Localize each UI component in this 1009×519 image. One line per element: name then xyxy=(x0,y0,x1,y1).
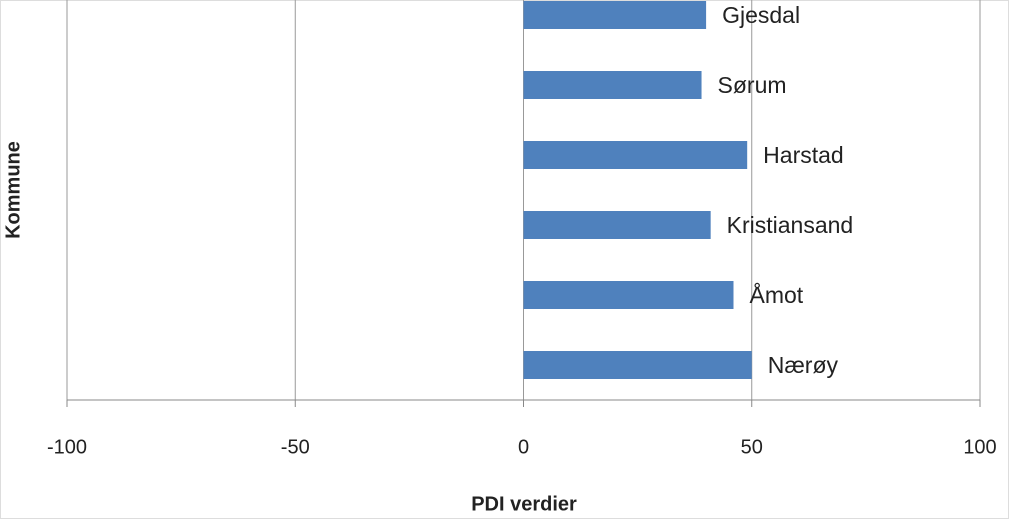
bar xyxy=(523,211,711,239)
x-axis-label: PDI verdier xyxy=(471,493,577,515)
x-tick-label: 0 xyxy=(518,436,529,458)
bar-label: Kristiansand xyxy=(727,212,854,238)
y-axis-label: Kommune xyxy=(2,141,24,239)
x-tick-label: -100 xyxy=(47,436,87,458)
bar xyxy=(523,1,707,29)
bar-label: Åmot xyxy=(749,281,803,308)
bar xyxy=(523,281,734,309)
x-tick-label: -50 xyxy=(281,436,310,458)
bar-label: Nærøy xyxy=(768,352,839,378)
bar-label: Harstad xyxy=(763,142,844,168)
bar xyxy=(523,351,752,379)
bar xyxy=(523,141,748,169)
bar-label: Gjesdal xyxy=(722,2,800,28)
x-tick-label: 50 xyxy=(741,436,763,458)
bar-label: Sørum xyxy=(718,72,787,98)
bar xyxy=(523,71,702,99)
x-tick-label: 100 xyxy=(963,436,996,458)
